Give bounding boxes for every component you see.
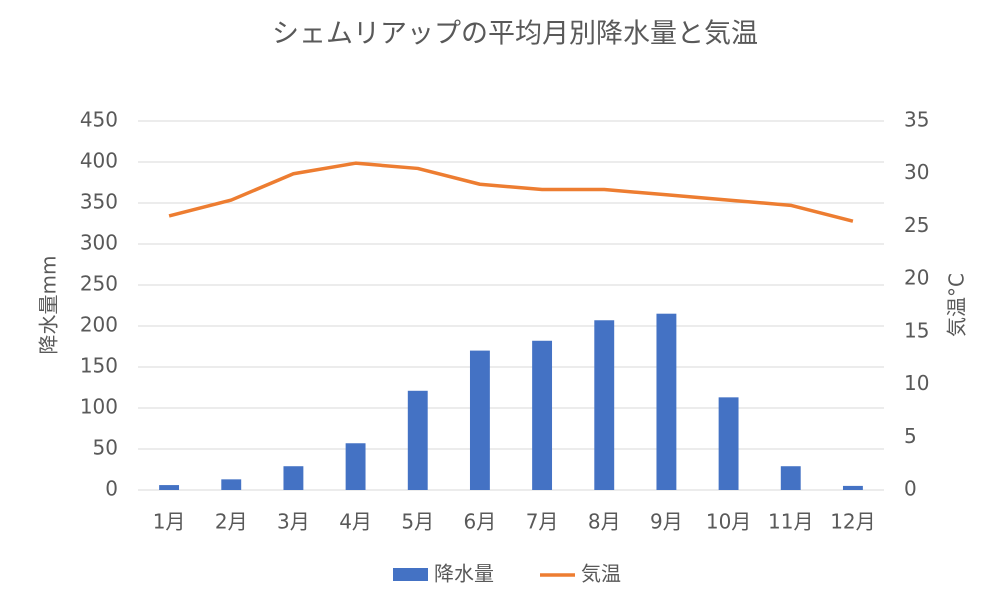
x-tick-label: 6月 [464,510,497,534]
bar [842,485,863,490]
bar [407,390,428,490]
x-tick-label: 7月 [526,510,559,534]
y2-tick-label: 5 [904,424,917,448]
y2-tick-label: 35 [904,108,929,132]
chart-title: シェムリアップの平均月別降水量と気温 [272,19,758,50]
x-tick-label: 9月 [650,510,683,534]
bar [594,320,615,490]
bar [532,340,553,490]
y-tick-label: 250 [80,272,118,296]
y-axis-label: 降水量mm [37,256,61,355]
y-tick-label: 350 [80,190,118,214]
bar [718,397,739,490]
y-tick-label: 200 [80,313,118,337]
bar [780,466,801,490]
bar [656,313,677,490]
y-tick-label: 150 [80,354,118,378]
y2-tick-label: 30 [904,160,929,184]
x-tick-label: 5月 [401,510,434,534]
y-tick-label: 450 [80,108,118,132]
bar [159,485,180,490]
y2-tick-label: 0 [904,477,917,501]
legend-label: 気温 [581,562,621,586]
bar [221,479,242,490]
x-tick-label: 11月 [768,510,813,534]
y2-axis-label: 気温°C [945,273,969,337]
y-tick-label: 0 [105,477,118,501]
x-tick-label: 4月 [339,510,372,534]
x-tick-label: 2月 [215,510,248,534]
bar [345,443,366,490]
legend-label: 降水量 [434,562,494,586]
y-tick-label: 300 [80,231,118,255]
y-tick-label: 100 [80,395,118,419]
x-tick-label: 10月 [706,510,751,534]
x-tick-label: 12月 [830,510,875,534]
y-tick-label: 50 [93,436,118,460]
y-tick-label: 400 [80,149,118,173]
y2-tick-label: 15 [904,318,929,342]
y2-tick-label: 20 [904,266,929,290]
bar [469,350,490,490]
bar [283,466,304,490]
y2-tick-label: 25 [904,213,929,237]
line [168,161,854,223]
x-tick-label: 8月 [588,510,621,534]
x-tick-label: 1月 [153,510,186,534]
x-tick-label: 3月 [277,510,310,534]
y2-tick-label: 10 [904,371,929,395]
legend-swatch [393,568,428,581]
